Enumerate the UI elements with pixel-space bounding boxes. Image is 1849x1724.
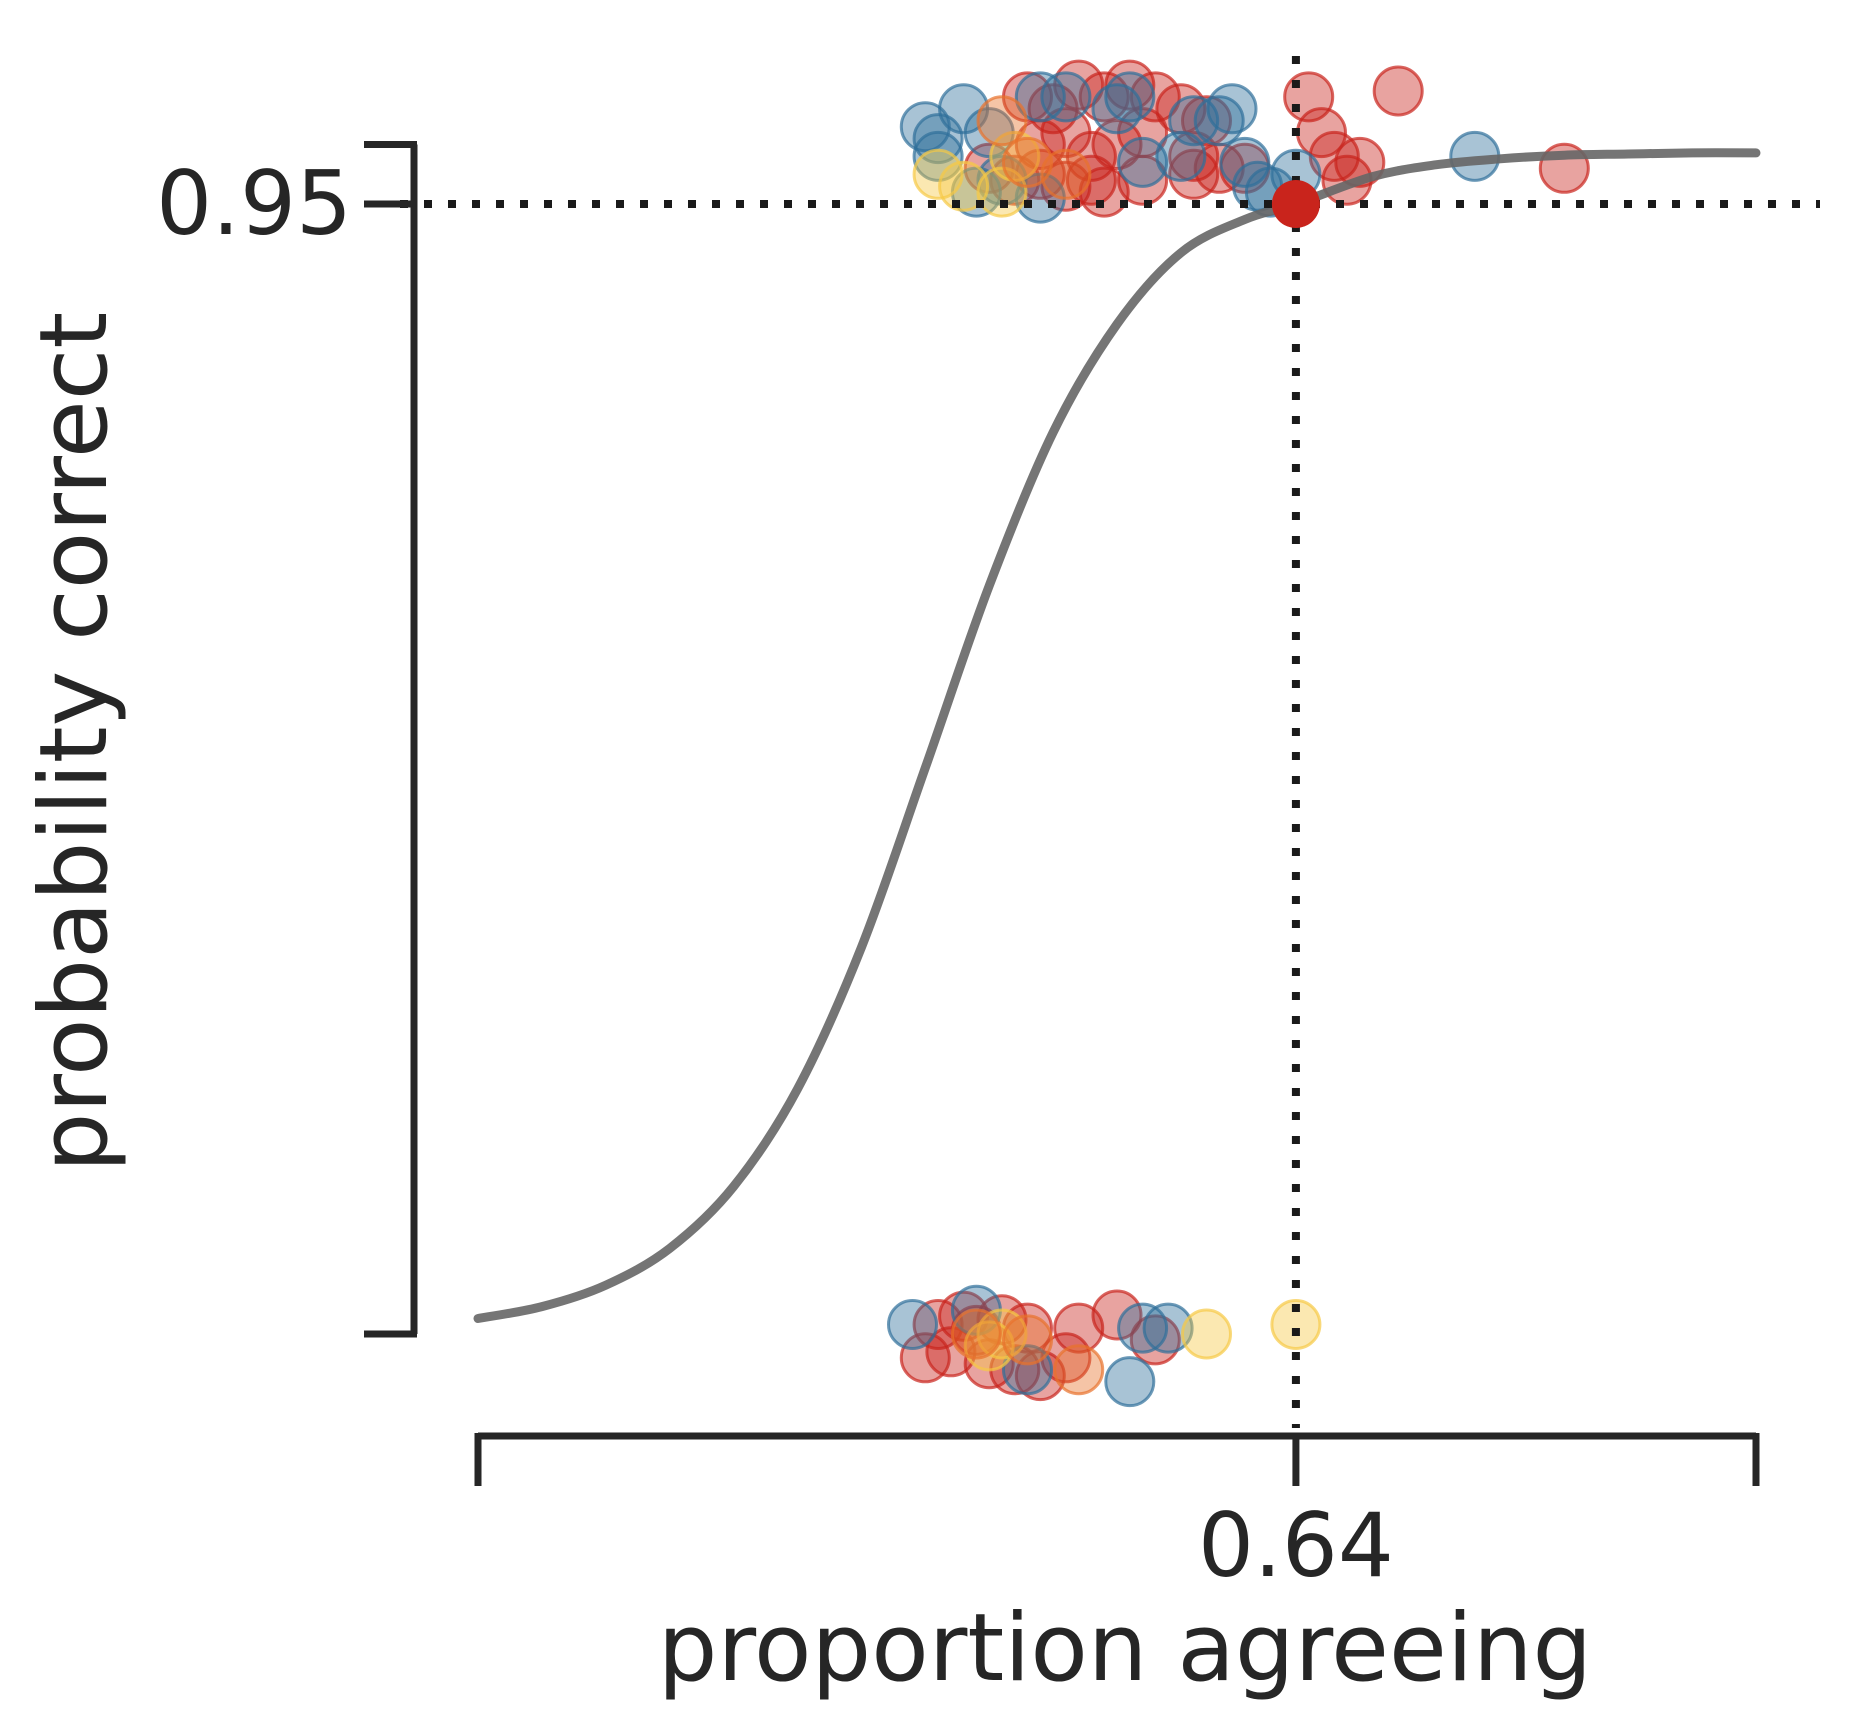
scatter-point [1181, 1308, 1232, 1360]
scatter-point [1091, 1289, 1143, 1341]
scatter-point [976, 1308, 1028, 1360]
scatter-point [1117, 154, 1169, 206]
scatter-point [1053, 1302, 1105, 1354]
scatter-point [1040, 160, 1092, 212]
highlight-point [1271, 180, 1320, 228]
scatter-point [1117, 136, 1169, 188]
scatter-point [1104, 59, 1156, 111]
scatter-point [1219, 136, 1271, 188]
scatter-point [1053, 1344, 1105, 1396]
scatter-point [912, 113, 964, 165]
scatter-point [887, 1299, 938, 1350]
y-tick-label: 0.95 [156, 152, 352, 255]
scatter-point [1270, 1299, 1322, 1350]
y-axis-label: probability correct [20, 312, 129, 1173]
scatter-point [976, 95, 1028, 147]
scatter-points [887, 59, 1590, 1408]
scatter-point [1104, 1356, 1156, 1408]
scatter-point [1104, 71, 1156, 123]
x-axis: 0.64 [474, 1432, 1760, 1597]
x-axis-label: proportion agreeing [658, 1594, 1592, 1703]
y-axis: 0.95 [156, 141, 418, 1338]
x-tick-label: 0.64 [1198, 1494, 1394, 1597]
scatter-point [1040, 148, 1092, 200]
scatter-point [1142, 1302, 1194, 1354]
scatter-point [1014, 71, 1066, 123]
scatter-point [1168, 130, 1220, 182]
scatter-point [925, 1326, 977, 1378]
scatter-point [912, 148, 964, 200]
scatter-point [912, 130, 964, 182]
scatter-point [950, 1308, 1002, 1360]
scatter-point [1372, 65, 1424, 117]
scatter-point [1040, 71, 1092, 123]
scatter-point [1091, 119, 1143, 170]
scatter-point [938, 160, 990, 212]
scatter-point [1206, 83, 1258, 135]
scatter-point [1002, 1314, 1053, 1366]
scatter-point [1002, 1344, 1053, 1396]
fit-curve [473, 148, 1761, 1323]
scatter-point [1002, 136, 1053, 188]
